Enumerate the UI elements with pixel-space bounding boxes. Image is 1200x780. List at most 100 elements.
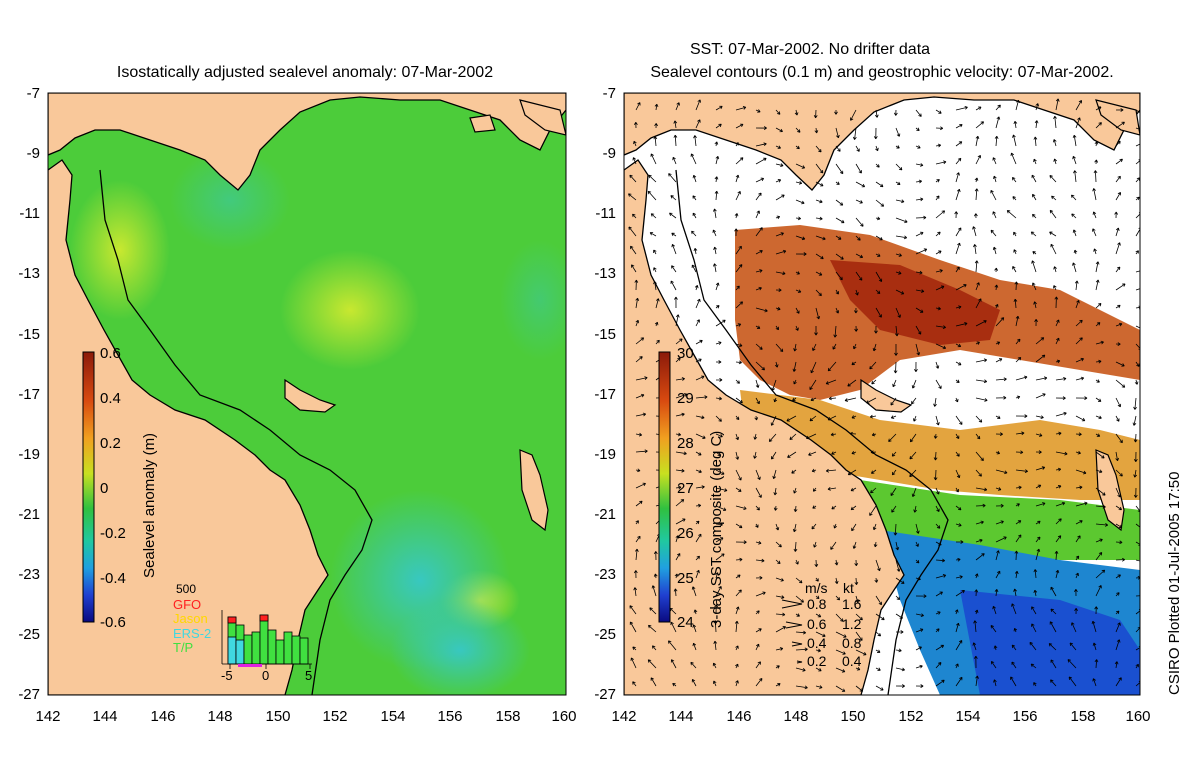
velocity-arrow [1115, 191, 1121, 201]
velocity-arrow [695, 451, 702, 456]
velocity-arrow [1013, 120, 1018, 129]
velocity-arrow [855, 595, 860, 603]
velocity-arrow [735, 157, 744, 165]
velocity-arrow [715, 433, 723, 438]
velocity-arrow [795, 163, 806, 169]
velocity-arrow [1133, 451, 1138, 462]
plot-credit: CSIRO Plotted 01-Jul-2005 17:50 [1166, 471, 1183, 695]
velocity-arrow [712, 662, 717, 669]
velocity-arrow [650, 153, 657, 165]
velocity-arrow [775, 559, 781, 565]
velocity-arrow [895, 667, 906, 672]
lon-tick: 144 [92, 708, 118, 725]
velocity-arrow [715, 451, 721, 457]
velocity-arrow [691, 586, 697, 597]
velocity-arrow [1035, 376, 1048, 381]
velocity-arrow [775, 194, 785, 201]
lon-tick: 146 [150, 708, 176, 725]
velocity-arrow [875, 253, 881, 257]
velocity-arrow [1094, 159, 1099, 165]
velocity-arrow [992, 157, 997, 165]
velocity-arrow [1115, 505, 1123, 511]
velocity-arrow [1049, 621, 1057, 633]
velocity-arrow [1015, 315, 1020, 327]
velocity-arrow [1115, 266, 1121, 273]
velocity-arrow [1075, 376, 1085, 381]
satellite-tp: T/P [173, 640, 194, 655]
velocity-arrow [974, 260, 979, 273]
velocity-arrow [835, 217, 845, 224]
colorbar-tick: 30 [677, 345, 694, 362]
lat-tick: -19 [18, 446, 40, 463]
velocity-arrow [652, 645, 657, 651]
velocity-arrow [715, 522, 723, 527]
velocity-arrow [915, 594, 927, 599]
velocity-arrow [810, 397, 817, 402]
velocity-arrow [872, 523, 877, 531]
velocity-arrow [871, 469, 877, 474]
velocity-arrow [855, 199, 863, 204]
velocity-arrow [695, 415, 705, 420]
velocity-arrow [793, 505, 798, 512]
velocity-arrow [815, 595, 820, 600]
velocity-arrow [735, 397, 743, 404]
velocity-arrow [815, 307, 821, 320]
velocity-arrow [1035, 393, 1046, 399]
velocity-arrow [734, 228, 738, 237]
velocity-arrow [1050, 608, 1057, 615]
velocity-arrow [734, 620, 739, 633]
velocity-arrow [695, 569, 700, 579]
velocity-arrow [827, 487, 837, 491]
velocity-arrow [873, 541, 878, 548]
velocity-arrow [835, 595, 841, 601]
velocity-arrow [1050, 659, 1057, 669]
velocity-arrow [715, 553, 725, 561]
velocity-arrow [695, 298, 701, 309]
velocity-arrow [835, 307, 840, 314]
velocity-arrow [995, 116, 1001, 129]
velocity-arrow [793, 487, 797, 494]
velocity-arrow [1133, 433, 1138, 443]
velocity-arrow [755, 269, 763, 273]
velocity-arrow [795, 289, 802, 293]
velocity-arrow [815, 667, 822, 672]
colorbar-tick: 0.6 [100, 345, 121, 362]
velocity-arrow [1092, 188, 1097, 201]
velocity-arrow [713, 246, 717, 255]
velocity-arrow [1115, 451, 1120, 462]
velocity-arrow [995, 487, 1002, 491]
velocity-arrow [770, 415, 777, 426]
velocity-arrow [1114, 211, 1119, 219]
velocity-arrow [827, 415, 837, 421]
velocity-arrow [915, 684, 924, 688]
velocity-arrow [915, 179, 922, 184]
velocity-arrow [833, 325, 838, 338]
velocity-arrow [875, 163, 880, 168]
velocity-arrow [935, 591, 943, 597]
velocity-arrow [795, 252, 807, 256]
velocity-arrow [1033, 569, 1038, 579]
velocity-arrow [990, 229, 997, 237]
velocity-arrow [995, 317, 1005, 327]
velocity-arrow [775, 665, 780, 669]
velocity-arrow [755, 157, 767, 165]
velocity-arrow [735, 245, 742, 255]
velocity-arrow [995, 450, 1001, 455]
satellite-histogram [221, 610, 312, 669]
velocity-arrow [714, 190, 719, 201]
velocity-arrow [647, 624, 657, 633]
velocity-arrow [1035, 103, 1040, 111]
velocity-arrow [668, 640, 677, 651]
velocity-arrow [810, 361, 817, 374]
velocity-ms: 0.2 [807, 653, 827, 669]
velocity-arrow [630, 245, 637, 255]
velocity-arrow [815, 685, 823, 689]
velocity-arrow [695, 503, 702, 508]
velocity-arrow [670, 659, 677, 669]
velocity-arrow [855, 685, 864, 692]
satellite-scale-label: 500 [176, 582, 197, 596]
velocity-arrow [1015, 485, 1022, 490]
velocity-arrow [915, 248, 928, 255]
velocity-arrow [973, 213, 978, 219]
velocity-arrow [1012, 177, 1017, 183]
